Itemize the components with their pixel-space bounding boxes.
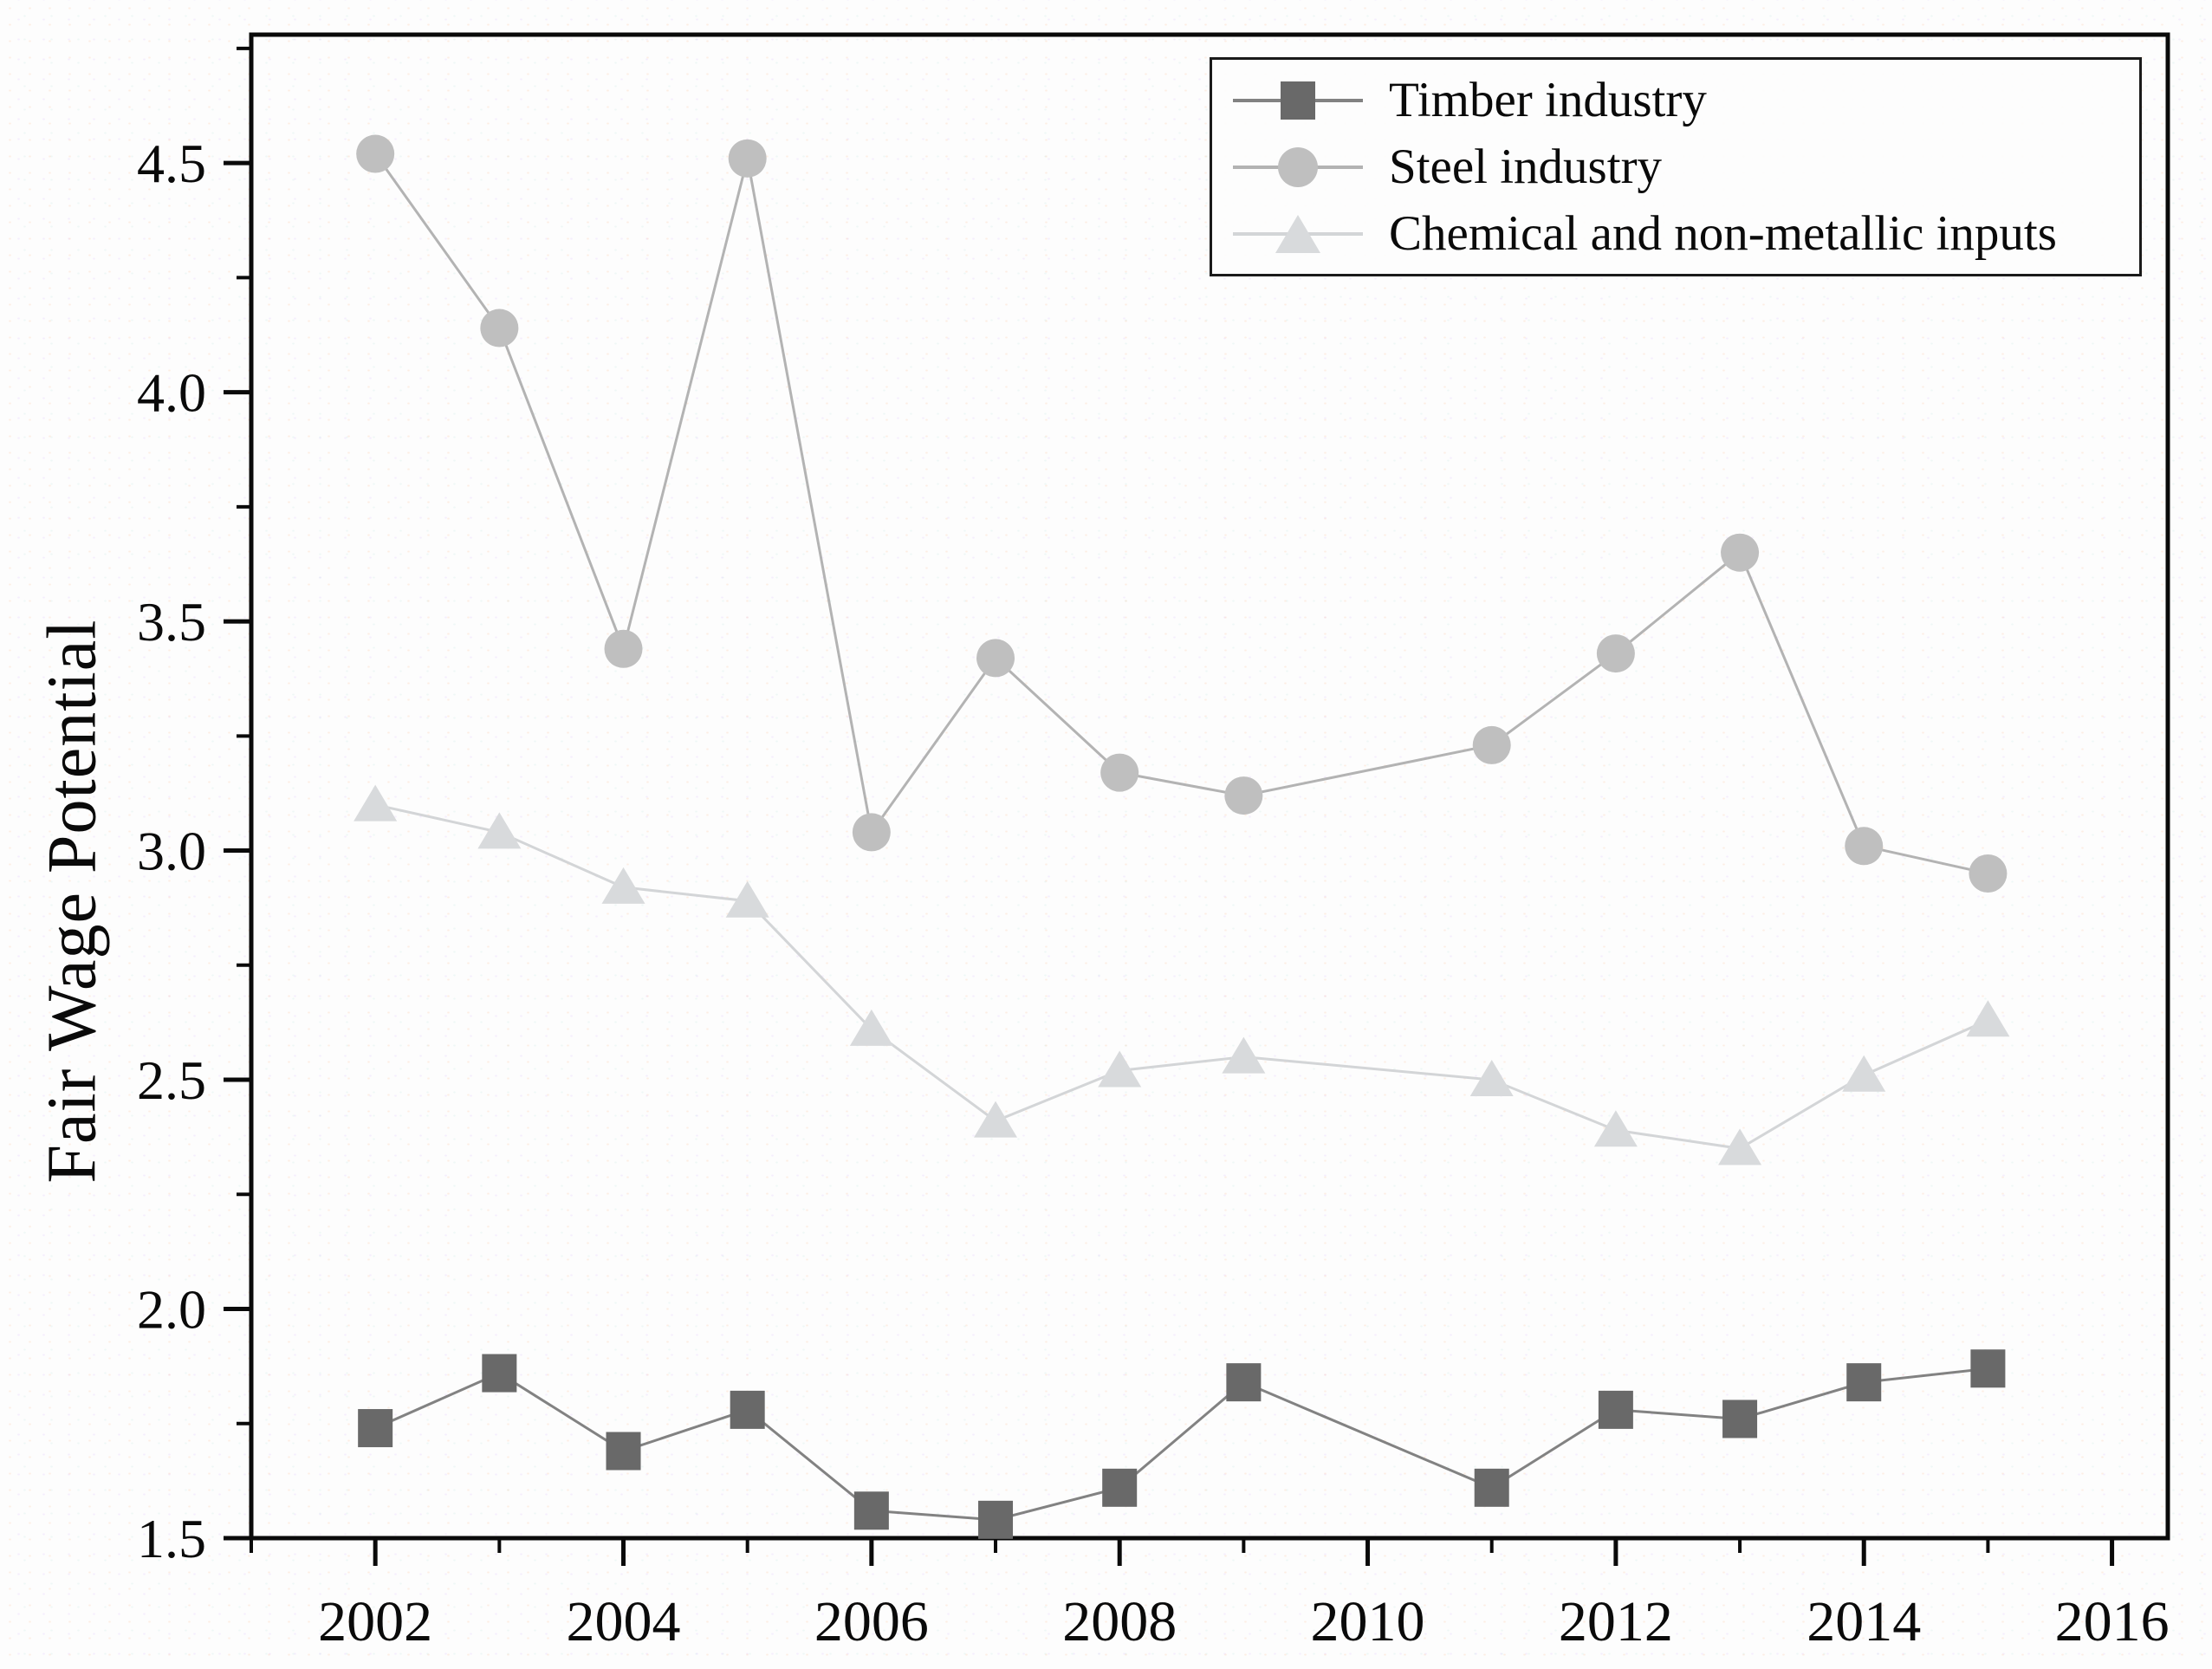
series-line-chemical-and-non-metallic-inputs bbox=[374, 803, 1989, 1150]
data-point-circle bbox=[1472, 725, 1511, 764]
data-point-square bbox=[1598, 1390, 1633, 1429]
y-tick-label: 4.0 bbox=[137, 362, 206, 424]
data-point-circle bbox=[1224, 776, 1263, 815]
data-point-circle bbox=[480, 308, 519, 347]
chemical-triangle-marker-icon bbox=[1233, 208, 1363, 260]
data-point-circle bbox=[852, 813, 891, 852]
data-point-square bbox=[1474, 1468, 1509, 1507]
data-point-triangle bbox=[1718, 1128, 1762, 1166]
x-tick-label: 2008 bbox=[1062, 1590, 1177, 1653]
x-tick-label: 2014 bbox=[1807, 1590, 1921, 1653]
series-chemical-and-non-metallic-inputs bbox=[354, 784, 2010, 1166]
data-point-triangle bbox=[974, 1101, 1018, 1138]
y-tick-label: 3.0 bbox=[137, 821, 206, 882]
legend-item-timber: Timber industry bbox=[1233, 75, 2131, 127]
y-tick-label: 2.0 bbox=[137, 1279, 206, 1341]
plot-frame bbox=[249, 32, 2170, 1541]
data-point-triangle bbox=[1593, 1110, 1638, 1147]
y-tick-label: 4.5 bbox=[137, 133, 206, 194]
data-point-circle bbox=[1721, 533, 1760, 572]
series-steel-industry bbox=[356, 134, 2008, 893]
legend-label: Steel industry bbox=[1389, 140, 1663, 194]
data-point-circle bbox=[1845, 827, 1884, 866]
data-point-triangle bbox=[1966, 1000, 2010, 1037]
y-axis-title: Fair Wage Potential bbox=[34, 619, 111, 1184]
data-point-triangle bbox=[1098, 1050, 1142, 1088]
data-point-triangle bbox=[725, 880, 769, 918]
y-tick-label: 1.5 bbox=[137, 1508, 206, 1569]
data-point-square bbox=[482, 1354, 517, 1393]
y-tick-label: 3.5 bbox=[137, 591, 206, 653]
data-point-square bbox=[730, 1390, 765, 1429]
data-point-square bbox=[1226, 1363, 1262, 1402]
x-tick-label: 2002 bbox=[318, 1590, 432, 1653]
data-point-circle bbox=[728, 139, 767, 178]
legend-item-chemical: Chemical and non-metallic inputs bbox=[1233, 208, 2131, 260]
data-point-square bbox=[853, 1491, 889, 1530]
data-point-square bbox=[1722, 1399, 1758, 1438]
x-tick-label: 2010 bbox=[1311, 1590, 1425, 1653]
y-tick-label: 2.5 bbox=[137, 1049, 206, 1111]
data-point-square bbox=[1102, 1468, 1138, 1507]
steel-circle-marker-icon bbox=[1233, 141, 1363, 193]
data-point-triangle bbox=[1222, 1036, 1266, 1074]
data-point-square bbox=[358, 1409, 393, 1448]
data-point-circle bbox=[1100, 753, 1139, 792]
data-point-circle bbox=[1596, 634, 1635, 673]
data-point-square bbox=[978, 1500, 1014, 1539]
data-point-circle bbox=[356, 134, 395, 173]
timber-square-marker-icon bbox=[1233, 75, 1363, 127]
x-axis-ticks: 2002 2004 2006 2008 2010 2012 2014 2016 bbox=[250, 1538, 2170, 1653]
data-point-triangle bbox=[354, 784, 398, 822]
data-point-square bbox=[1846, 1363, 1882, 1402]
data-point-circle bbox=[1969, 854, 2008, 893]
data-point-circle bbox=[604, 629, 643, 668]
data-point-circle bbox=[976, 639, 1015, 678]
x-tick-label: 2006 bbox=[814, 1590, 929, 1653]
legend-box: Timber industry Steel industry Chemical … bbox=[1210, 57, 2142, 276]
data-point-square bbox=[606, 1432, 641, 1471]
data-point-triangle bbox=[1842, 1055, 1886, 1092]
data-point-triangle bbox=[1469, 1060, 1514, 1097]
legend-label: Chemical and non-metallic inputs bbox=[1389, 206, 2057, 261]
legend-label: Timber industry bbox=[1389, 73, 1707, 127]
x-tick-label: 2004 bbox=[567, 1590, 681, 1653]
data-point-triangle bbox=[477, 812, 522, 849]
y-axis-ticks: 1.5 2.0 2.5 3.0 3.5 4.0 4.5 bbox=[137, 46, 251, 1569]
legend-item-steel: Steel industry bbox=[1233, 141, 2131, 193]
data-point-triangle bbox=[849, 1009, 893, 1046]
data-point-triangle bbox=[601, 867, 645, 904]
x-tick-label: 2012 bbox=[1559, 1590, 1673, 1653]
x-tick-label: 2016 bbox=[2055, 1590, 2170, 1653]
data-point-square bbox=[1970, 1349, 2006, 1388]
series-timber-industry bbox=[358, 1349, 2006, 1539]
